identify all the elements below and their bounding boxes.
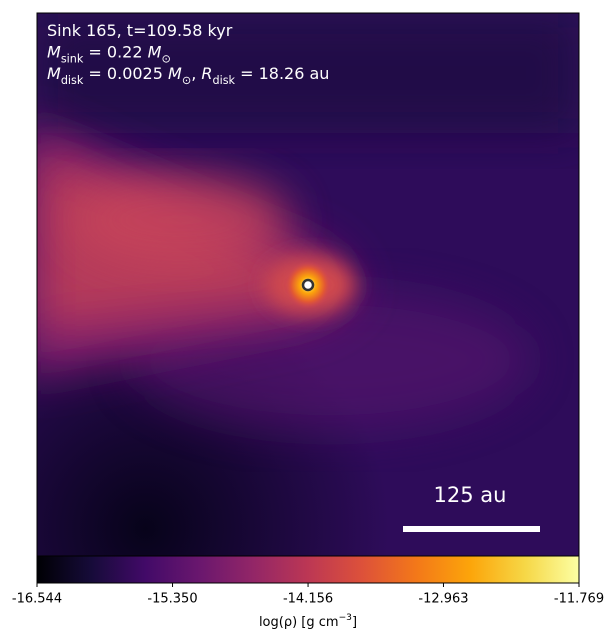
rich-text: log(ρ) [g cm−3] [259, 613, 357, 630]
subscript: ⊙ [161, 52, 170, 65]
rich-text: Sink 165, t=109.58 kyr [47, 21, 233, 40]
text-part: R [201, 64, 212, 83]
text-part: log(ρ) [g cm [259, 615, 339, 630]
text-part: ] [352, 615, 357, 630]
rich-text: Mdisk = 0.0025 M⊙, Rdisk = 18.26 au [47, 64, 329, 87]
subscript: sink [61, 52, 84, 65]
sink-marker [301, 278, 315, 292]
density-map [37, 13, 579, 556]
text-part: M [168, 64, 182, 83]
text-part: M [47, 42, 61, 61]
text-part: M [148, 42, 162, 61]
colorbar-tick-label: -16.544 [12, 592, 62, 607]
colorbar [36, 555, 580, 584]
text-part: = 0.22 [83, 42, 147, 61]
text-part: = 18.26 au [235, 64, 329, 83]
colorbar-tick-label: -14.156 [283, 592, 333, 607]
text-part: = 0.0025 [83, 64, 168, 83]
text-part: M [47, 64, 61, 83]
subscript: ⊙ [182, 74, 191, 87]
colorbar-tick-label: -15.350 [147, 592, 197, 607]
text-part: Sink 165, t=109.58 kyr [47, 21, 233, 40]
colorbar-tick-label: -11.769 [554, 592, 604, 607]
colorbar-tick-label: -12.963 [418, 592, 468, 607]
subscript: disk [212, 74, 235, 87]
text-part: , [191, 64, 201, 83]
scale-bar [403, 526, 540, 532]
colorbar-axis: -16.544 -15.350 -14.156 -12.963 -11.769 log(ρ… [12, 583, 604, 630]
superscript: −3 [339, 613, 353, 623]
subscript: disk [61, 74, 84, 87]
scale-bar-label: 125 au [434, 483, 507, 507]
rich-text: Msink = 0.22 M⊙ [47, 42, 171, 65]
